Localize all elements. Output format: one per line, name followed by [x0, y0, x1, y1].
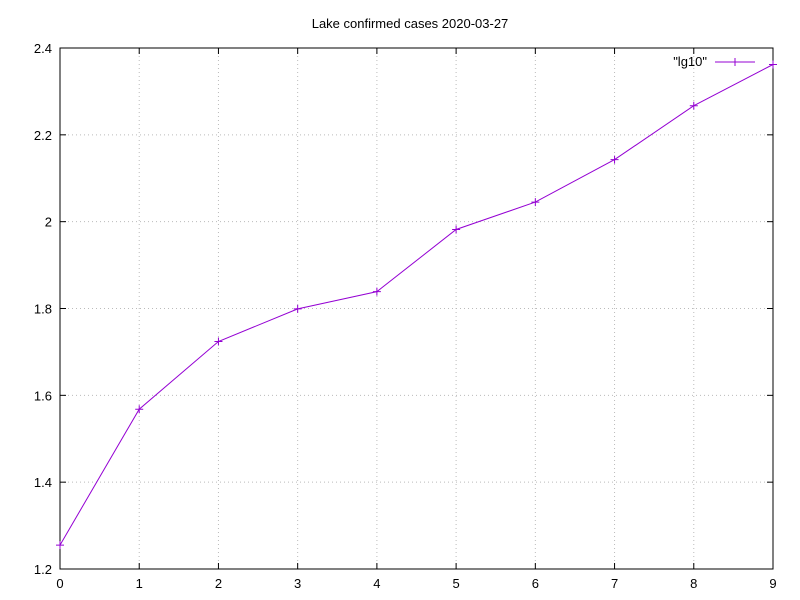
- legend-marker: [731, 58, 739, 66]
- x-tick-label: 8: [690, 576, 697, 591]
- x-tick-label: 4: [373, 576, 380, 591]
- y-tick-label: 1.4: [34, 475, 52, 490]
- data-point: [769, 60, 777, 69]
- x-tick-label: 9: [769, 576, 776, 591]
- x-tick-label: 7: [611, 576, 618, 591]
- data-point: [372, 287, 381, 296]
- series-line: [59, 64, 774, 546]
- x-tick-label: 1: [136, 576, 143, 591]
- data-point: [56, 541, 64, 550]
- x-tick-label: 6: [532, 576, 539, 591]
- series-layer: [56, 60, 777, 550]
- data-point: [610, 155, 619, 164]
- grid-lines: [60, 48, 773, 569]
- data-point: [452, 225, 461, 234]
- data-point: [531, 198, 540, 207]
- x-tick-label: 0: [56, 576, 63, 591]
- y-tick-label: 2: [45, 215, 52, 230]
- legend-label: "lg10": [673, 54, 707, 69]
- data-point: [214, 337, 223, 346]
- y-tick-label: 1.2: [34, 562, 52, 577]
- data-point: [689, 101, 698, 110]
- y-tick-label: 1.8: [34, 302, 52, 317]
- x-tick-label: 5: [452, 576, 459, 591]
- x-tick-label: 3: [294, 576, 301, 591]
- y-tick-label: 2.4: [34, 41, 52, 56]
- y-tick-label: 2.2: [34, 128, 52, 143]
- legend: "lg10": [673, 54, 755, 69]
- axis-ticks: 0 1 2 3 4 5 6 7 8 9 1.2 1.4 1.6 1.8 2 2.2 2.4: [34, 41, 777, 591]
- chart-title: Lake confirmed cases 2020-03-27: [312, 16, 509, 31]
- y-tick-label: 1.6: [34, 388, 52, 403]
- data-point: [135, 405, 144, 414]
- x-tick-label: 2: [215, 576, 222, 591]
- data-point: [293, 304, 302, 313]
